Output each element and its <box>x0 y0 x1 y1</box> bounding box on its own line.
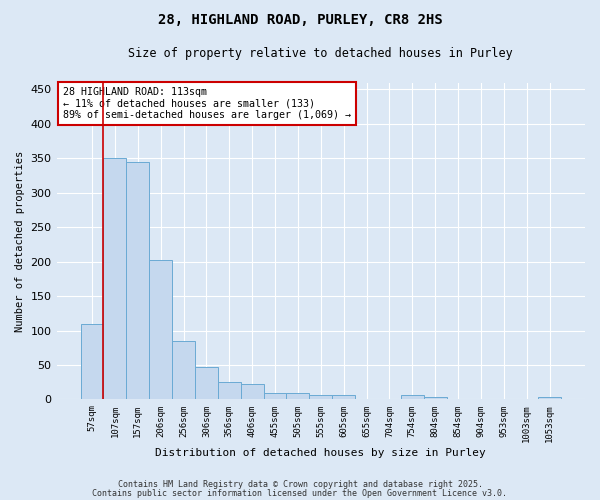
Title: Size of property relative to detached houses in Purley: Size of property relative to detached ho… <box>128 48 513 60</box>
Bar <box>172 341 195 400</box>
Text: Contains HM Land Registry data © Crown copyright and database right 2025.: Contains HM Land Registry data © Crown c… <box>118 480 482 489</box>
Bar <box>446 399 469 400</box>
Bar <box>401 396 424 400</box>
Bar <box>149 260 172 400</box>
Bar <box>515 399 538 400</box>
Bar <box>241 384 263 400</box>
Bar <box>493 399 515 400</box>
Bar <box>310 396 332 400</box>
Text: 28, HIGHLAND ROAD, PURLEY, CR8 2HS: 28, HIGHLAND ROAD, PURLEY, CR8 2HS <box>158 12 442 26</box>
Bar <box>195 367 218 400</box>
X-axis label: Distribution of detached houses by size in Purley: Distribution of detached houses by size … <box>155 448 486 458</box>
Bar <box>424 398 446 400</box>
Bar <box>263 394 286 400</box>
Bar <box>378 399 401 400</box>
Bar <box>286 392 310 400</box>
Y-axis label: Number of detached properties: Number of detached properties <box>15 150 25 332</box>
Bar <box>103 158 127 400</box>
Text: Contains public sector information licensed under the Open Government Licence v3: Contains public sector information licen… <box>92 488 508 498</box>
Bar <box>538 396 561 400</box>
Bar <box>332 396 355 400</box>
Bar <box>218 382 241 400</box>
Bar <box>355 399 378 400</box>
Bar <box>80 324 103 400</box>
Bar <box>469 399 493 400</box>
Text: 28 HIGHLAND ROAD: 113sqm
← 11% of detached houses are smaller (133)
89% of semi-: 28 HIGHLAND ROAD: 113sqm ← 11% of detach… <box>64 88 352 120</box>
Bar <box>127 162 149 400</box>
